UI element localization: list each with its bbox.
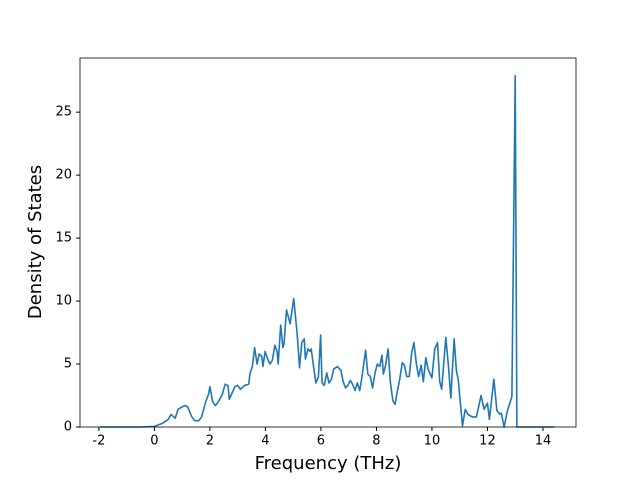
plot-frame — [79, 57, 577, 428]
x-tick-label: 0 — [150, 434, 158, 449]
x-tick-label: 4 — [261, 434, 269, 449]
y-axis-label: Density of States — [25, 165, 46, 319]
y-tick-label: 15 — [55, 231, 72, 246]
y-tick-label: 0 — [64, 420, 72, 435]
x-tick-label: 6 — [317, 434, 325, 449]
data-line — [100, 74, 555, 428]
x-tick-label: -2 — [92, 434, 105, 449]
x-axis-label: Frequency (THz) — [255, 453, 402, 474]
y-tick-label: 20 — [55, 168, 72, 183]
y-tick-label: 5 — [64, 357, 72, 372]
x-tick-label: 8 — [372, 434, 380, 449]
x-tick-label: 2 — [206, 434, 214, 449]
x-tick-label: 12 — [479, 434, 496, 449]
y-tick-label: 10 — [55, 294, 72, 309]
y-tick-label: 25 — [55, 105, 72, 120]
x-tick-label: 14 — [535, 434, 552, 449]
x-tick-label: 10 — [424, 434, 441, 449]
